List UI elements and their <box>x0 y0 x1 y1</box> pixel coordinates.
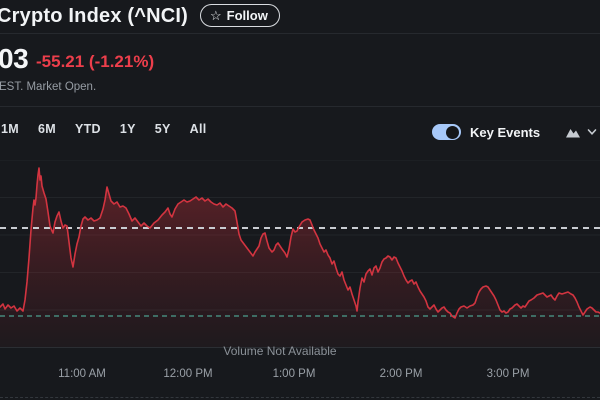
x-tick-label: 12:00 PM <box>143 368 233 380</box>
range-tab-1y[interactable]: 1Y <box>120 122 136 136</box>
chart-toolbar: 1M 6M YTD 1Y 5Y All Key Events <box>0 107 600 160</box>
price-value: 03 <box>0 43 28 75</box>
key-events-toggle[interactable] <box>432 124 461 140</box>
star-icon: ☆ <box>210 9 222 22</box>
page-title: Crypto Index (^NCI) <box>0 5 188 28</box>
key-events-label: Key Events <box>470 125 540 140</box>
market-status: EST. Market Open. <box>0 81 96 93</box>
key-events-control[interactable]: Key Events <box>432 124 540 140</box>
follow-label: Follow <box>227 8 268 23</box>
range-tab-1m[interactable]: 1M <box>1 122 19 136</box>
x-tick-label: 1:00 PM <box>249 368 339 380</box>
price-change: -55.21 (-1.21%) <box>36 52 154 72</box>
range-tabs: 1M 6M YTD 1Y 5Y All <box>1 122 207 136</box>
range-tab-5y[interactable]: 5Y <box>155 122 171 136</box>
quote-header: Crypto Index (^NCI) ☆ Follow <box>0 0 600 34</box>
x-tick-label: 11:00 AM <box>37 368 127 380</box>
price-chart[interactable] <box>0 160 600 348</box>
quote-summary: 03 -55.21 (-1.21%) EST. Market Open. <box>0 34 600 107</box>
chevron-down-icon <box>587 128 597 136</box>
x-axis: 11:00 AM 12:00 PM 1:00 PM 2:00 PM 3:00 PM <box>0 368 600 384</box>
chart-canvas[interactable] <box>0 160 600 347</box>
bottom-divider <box>0 397 600 398</box>
range-tab-all[interactable]: All <box>190 122 207 136</box>
quote-page: Crypto Index (^NCI) ☆ Follow 03 -55.21 (… <box>0 0 600 400</box>
range-tab-ytd[interactable]: YTD <box>75 122 101 136</box>
range-tab-6m[interactable]: 6M <box>38 122 56 136</box>
x-tick-label: 2:00 PM <box>356 368 446 380</box>
chart-type-selector[interactable] <box>565 125 597 139</box>
toggle-knob <box>446 126 459 139</box>
follow-button[interactable]: ☆ Follow <box>200 4 280 27</box>
volume-note: Volume Not Available <box>0 344 560 358</box>
x-tick-label: 3:00 PM <box>463 368 553 380</box>
area-fill <box>0 168 600 347</box>
area-mountain-icon <box>565 125 581 139</box>
